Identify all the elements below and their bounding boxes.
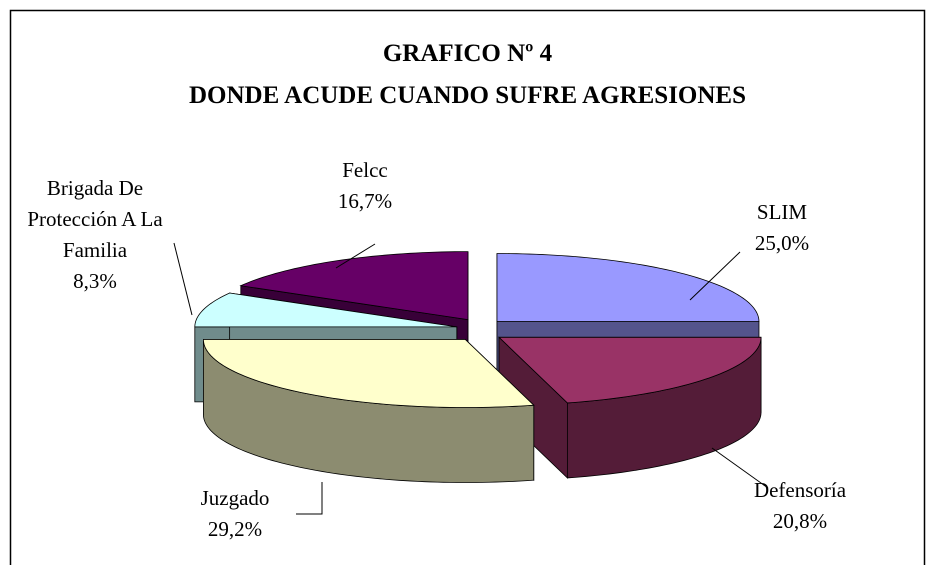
category-label: Defensoría	[753, 478, 847, 502]
value-label: 20,8%	[772, 509, 828, 533]
leader-line	[296, 482, 323, 515]
chart-title: GRAFICO Nº 4	[382, 40, 553, 67]
pie	[194, 251, 762, 483]
category-label: Felcc	[342, 158, 388, 182]
data-label: Juzgado 29,2%	[170, 483, 300, 545]
data-label: Felcc 16,7%	[300, 155, 430, 217]
slice	[498, 336, 762, 404]
slice	[202, 339, 535, 408]
value-label: 8,3%	[73, 269, 117, 293]
data-label: SLIM 25,0%	[722, 197, 842, 259]
slice	[496, 253, 760, 322]
category-label: SLIM	[756, 200, 808, 224]
leader-line	[335, 243, 376, 269]
slice	[239, 251, 469, 321]
data-label: Brigada De Protección A La Familia 8,3%	[10, 173, 180, 297]
slice	[194, 292, 457, 328]
leader-line	[173, 242, 193, 316]
leader-lines	[173, 242, 769, 515]
leader-line	[689, 251, 741, 301]
chart-subtitle: DONDE ACUDE CUANDO SUFRE AGRESIONES	[188, 82, 747, 109]
category-label: Juzgado	[200, 486, 270, 510]
data-label: Defensoría 20,8%	[720, 475, 880, 537]
value-label: 16,7%	[337, 189, 393, 213]
value-label: 25,0%	[754, 231, 810, 255]
leader-line	[711, 447, 769, 489]
category-label: Brigada De Protección A La Familia	[27, 176, 163, 262]
value-label: 29,2%	[207, 517, 263, 541]
